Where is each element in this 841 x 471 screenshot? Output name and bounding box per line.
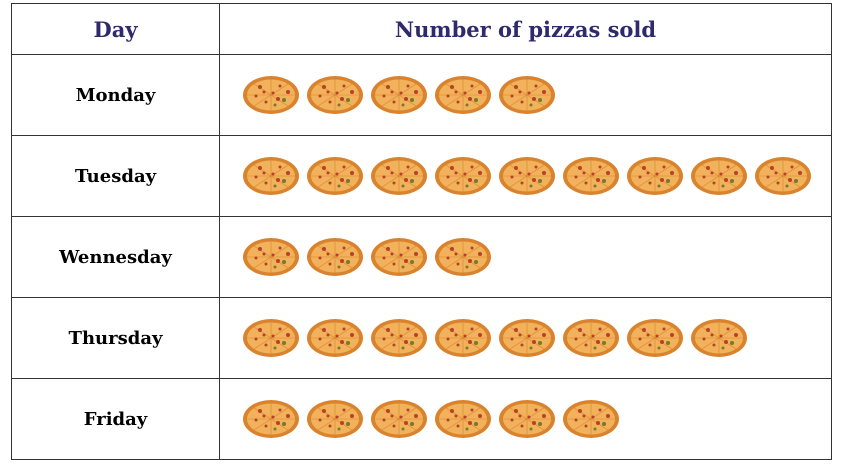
pizza-icon — [371, 319, 427, 357]
pizza-icon — [371, 238, 427, 276]
pizza-icon — [499, 400, 555, 438]
pizza-icon — [371, 76, 427, 114]
pizza-icon — [435, 76, 491, 114]
pizza-icon — [755, 157, 811, 195]
pizza-icon — [691, 319, 747, 357]
pizza-count-cell — [219, 297, 832, 379]
header-row: Day Number of pizzas sold — [11, 3, 832, 55]
pizza-icon — [307, 319, 363, 357]
pizza-icon — [435, 400, 491, 438]
pizza-count-cell — [219, 216, 832, 298]
pizza-icon — [435, 238, 491, 276]
pizza-icon — [435, 157, 491, 195]
day-label: Wennesday — [11, 216, 220, 298]
pizza-icon — [499, 157, 555, 195]
header-day: Day — [11, 3, 220, 55]
pizza-icon — [563, 400, 619, 438]
pizza-icon — [627, 319, 683, 357]
pizza-icon — [243, 319, 299, 357]
pizza-icon — [243, 157, 299, 195]
table-row: Monday — [11, 54, 832, 136]
pizza-icon — [627, 157, 683, 195]
pizza-icon — [307, 157, 363, 195]
pizza-icon — [307, 400, 363, 438]
day-label: Monday — [11, 54, 220, 136]
pizza-icon — [499, 319, 555, 357]
pizza-count-cell — [219, 54, 832, 136]
pizza-icon — [243, 76, 299, 114]
pizza-pictograph-table: Day Number of pizzas sold Monday Tuesday W… — [11, 3, 832, 460]
table-row: Friday — [11, 378, 832, 460]
day-label: Thursday — [11, 297, 220, 379]
table-row: Thursday — [11, 297, 832, 379]
pizza-icon — [435, 319, 491, 357]
pizza-icon — [243, 238, 299, 276]
table-row: Wennesday — [11, 216, 832, 298]
pizza-icon — [243, 400, 299, 438]
pizza-icon — [691, 157, 747, 195]
day-label: Tuesday — [11, 135, 220, 217]
pizza-icon — [563, 319, 619, 357]
table-row: Tuesday — [11, 135, 832, 217]
pizza-icon — [371, 400, 427, 438]
pizza-count-cell — [219, 378, 832, 460]
pizza-icon — [563, 157, 619, 195]
pizza-icon — [499, 76, 555, 114]
header-pizzas-sold: Number of pizzas sold — [219, 3, 832, 55]
day-label: Friday — [11, 378, 220, 460]
pizza-icon — [371, 157, 427, 195]
pizza-icon — [307, 238, 363, 276]
pizza-count-cell — [219, 135, 832, 217]
pictograph-body: Monday Tuesday Wennesday Thursday Friday — [11, 54, 832, 460]
pizza-icon — [307, 76, 363, 114]
